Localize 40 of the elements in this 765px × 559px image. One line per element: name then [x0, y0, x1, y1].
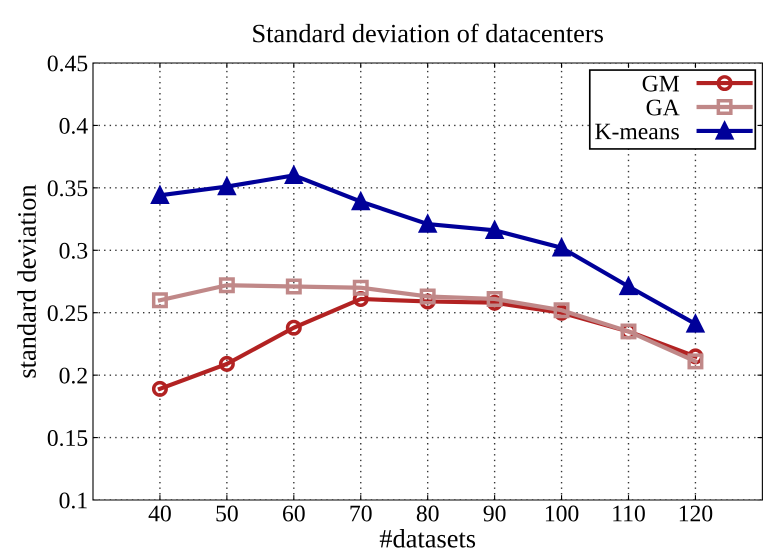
x-tick-label: 90 — [484, 506, 506, 522]
y-tick-label: 0.15 — [48, 430, 88, 446]
y-tick-label: 0.1 — [60, 492, 87, 509]
chart-title: Standard deviation of datacenters — [253, 24, 603, 42]
y-tick-label: 0.4 — [60, 118, 88, 134]
x-tick-label: 80 — [416, 506, 439, 522]
point — [486, 290, 503, 307]
point — [352, 192, 370, 210]
legend-label: K-means — [595, 124, 679, 140]
x-tick-label: 60 — [283, 506, 305, 522]
point — [151, 186, 169, 204]
y-tick-label: 0.35 — [48, 180, 88, 196]
point — [218, 356, 235, 372]
x-tick-label: 110 — [613, 506, 645, 522]
y-tick-label: 0.25 — [48, 305, 88, 322]
point — [218, 178, 236, 196]
y-axis-title: standard deviation — [17, 184, 36, 378]
point — [687, 353, 704, 370]
point — [285, 166, 302, 184]
point — [620, 278, 638, 296]
x-axis-title: #datasets — [380, 529, 476, 548]
point — [419, 215, 436, 233]
legend-label: GA — [646, 100, 680, 116]
x-tick-label: 120 — [680, 506, 712, 522]
point — [152, 380, 168, 397]
point — [352, 280, 369, 296]
point — [286, 320, 302, 336]
point — [152, 292, 168, 308]
x-tick-label: 70 — [350, 506, 372, 522]
y-tick-label: 0.3 — [60, 242, 88, 259]
point — [420, 288, 436, 304]
point — [286, 278, 302, 294]
x-tick-label: 50 — [216, 506, 238, 522]
x-tick-label: 100 — [546, 506, 578, 522]
y-tick-label: 0.2 — [60, 368, 87, 384]
x-tick-label: 40 — [148, 506, 171, 522]
y-tick-label: 0.45 — [48, 55, 88, 72]
point — [218, 277, 235, 294]
legend-label: GM — [642, 76, 680, 92]
point — [686, 315, 704, 333]
